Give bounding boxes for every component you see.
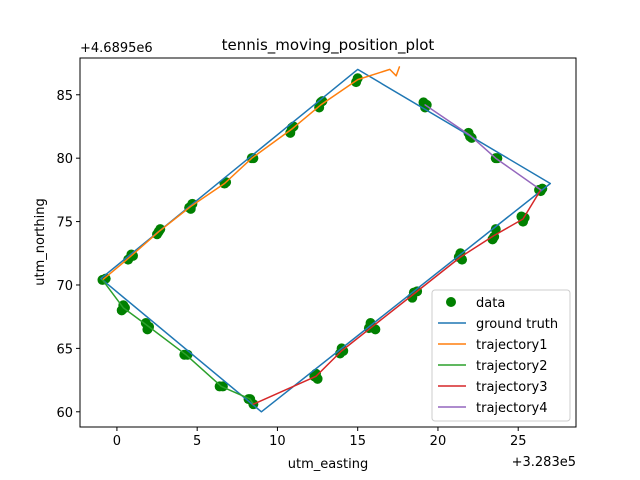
- x-tick-label: 25: [510, 434, 527, 449]
- data-point: [185, 203, 196, 214]
- legend-marker-data: [446, 297, 456, 307]
- series-line-trajectory4: [424, 104, 542, 191]
- x-tick-label: 15: [349, 434, 366, 449]
- series-lines: [100, 66, 552, 413]
- data-point: [127, 250, 138, 261]
- chart-title: tennis_moving_position_plot: [222, 36, 435, 55]
- data-point: [487, 234, 498, 245]
- data-point: [490, 224, 501, 235]
- series-line-trajectory1: [101, 66, 401, 281]
- legend-label-ground-truth: ground truth: [476, 317, 558, 332]
- legend: data ground truth trajectory1 trajectory…: [431, 289, 571, 422]
- y-axis-ticks: 60 65 70 75 80 85: [56, 89, 80, 421]
- y-tick-label: 70: [56, 279, 73, 294]
- series-line-trajectory3: [252, 189, 542, 405]
- legend-box: [431, 289, 571, 422]
- y-axis-label: utm_northing: [33, 198, 48, 285]
- x-tick-label: 10: [269, 434, 286, 449]
- series-line-ground-truth: [100, 68, 552, 413]
- x-tick-label: 20: [430, 434, 447, 449]
- y-tick-label: 65: [56, 342, 73, 357]
- legend-label-trajectory4: trajectory4: [476, 401, 548, 416]
- series-line-trajectory2: [101, 279, 255, 405]
- x-offset-text: +3.283e5: [512, 455, 576, 470]
- legend-label-trajectory1: trajectory1: [476, 338, 548, 353]
- x-axis-ticks: 0 5 10 15 20 25: [113, 427, 527, 449]
- x-tick-label: 0: [113, 434, 121, 449]
- x-tick-label: 5: [193, 434, 201, 449]
- y-tick-label: 80: [56, 152, 73, 167]
- plot-frame: [79, 57, 577, 428]
- data-point: [317, 96, 328, 107]
- y-offset-text: +4.6895e6: [80, 41, 153, 56]
- data-point: [519, 212, 530, 223]
- x-axis-label: utm_easting: [288, 457, 368, 472]
- y-tick-label: 75: [56, 216, 73, 231]
- y-tick-label: 60: [56, 406, 73, 421]
- legend-label-data: data: [476, 296, 505, 311]
- legend-label-trajectory3: trajectory3: [476, 380, 548, 395]
- legend-label-trajectory2: trajectory2: [476, 359, 548, 374]
- y-tick-label: 85: [56, 89, 73, 104]
